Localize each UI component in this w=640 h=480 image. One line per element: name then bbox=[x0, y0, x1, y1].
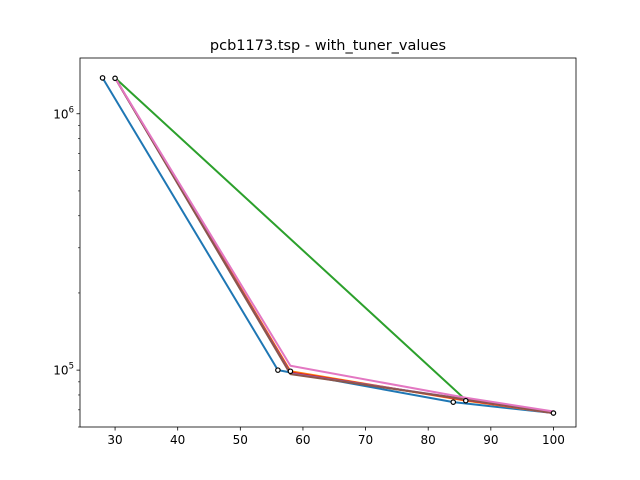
x-tick-label-100: 100 bbox=[542, 433, 565, 447]
data-marker-1 bbox=[99, 75, 106, 81]
x-tick-label-50: 50 bbox=[233, 433, 248, 447]
y-tick-label-6: 106 bbox=[53, 105, 74, 121]
data-marker-7 bbox=[550, 410, 557, 416]
x-tick-label-70: 70 bbox=[358, 433, 373, 447]
x-tick-label-80: 80 bbox=[421, 433, 436, 447]
chart-title: pcb1173.tsp - with_tuner_values bbox=[210, 38, 446, 54]
plot-area: 30 40 50 60 70 80 90 100 105 106 bbox=[53, 57, 577, 447]
axes-frame bbox=[79, 57, 577, 428]
y-tick-label-5: 105 bbox=[53, 362, 74, 378]
x-tick-label-40: 40 bbox=[170, 433, 185, 447]
data-marker-5 bbox=[450, 399, 457, 405]
data-marker-6 bbox=[462, 397, 469, 404]
data-marker-2 bbox=[112, 75, 118, 82]
x-tick-label-90: 90 bbox=[483, 433, 498, 447]
x-tick-label-30: 30 bbox=[107, 433, 122, 447]
series-line-7 bbox=[113, 76, 555, 413]
series-line-1 bbox=[101, 76, 555, 415]
data-marker-3 bbox=[275, 367, 281, 373]
data-marker-4 bbox=[287, 368, 294, 375]
series-line-6 bbox=[113, 76, 555, 415]
x-tick-label-60: 60 bbox=[295, 433, 310, 447]
